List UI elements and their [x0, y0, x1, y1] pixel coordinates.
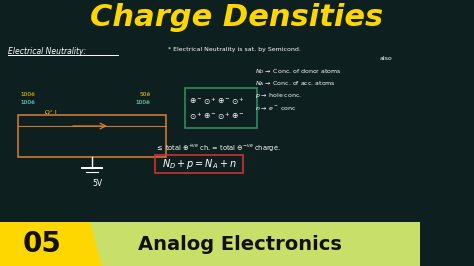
Text: Analog Electronics: Analog Electronics [138, 235, 342, 253]
Text: $n \rightarrow$ $e^-$ conc: $n \rightarrow$ $e^-$ conc [255, 104, 297, 112]
Text: $\oplus^-$: $\oplus^-$ [217, 96, 231, 106]
Text: $\odot^+$: $\odot^+$ [231, 95, 245, 107]
Text: Charge Densities: Charge Densities [91, 3, 383, 32]
Polygon shape [0, 222, 102, 266]
Bar [18, 115, 166, 157]
Text: 100ē: 100ē [20, 101, 35, 106]
Text: * Electrical Neutrality is sat. by Semicond.: * Electrical Neutrality is sat. by Semic… [168, 48, 301, 52]
Text: $N_A \rightarrow$ Conc. of acc. atoms: $N_A \rightarrow$ Conc. of acc. atoms [255, 80, 336, 89]
Text: 05: 05 [23, 230, 62, 258]
Text: $\leq$ total $\oplus^{+ve}$ ch. = total $\ominus^{-ve}$ charge.: $\leq$ total $\oplus^{+ve}$ ch. = total … [155, 142, 281, 154]
Text: 5V: 5V [92, 178, 102, 188]
Text: $\oplus^-$: $\oplus^-$ [231, 111, 245, 121]
Text: $N_D + p = N_A + n$: $N_D + p = N_A + n$ [162, 157, 237, 171]
Text: 100ē: 100ē [135, 101, 150, 106]
Text: Electrical Neutrality:: Electrical Neutrality: [8, 48, 86, 56]
Text: $N_D \rightarrow$ Conc. of donor atoms: $N_D \rightarrow$ Conc. of donor atoms [255, 68, 342, 76]
Bar [185, 88, 257, 128]
Text: $p \rightarrow$ hole conc.: $p \rightarrow$ hole conc. [255, 92, 302, 101]
Polygon shape [72, 222, 420, 266]
Text: $\odot^+$: $\odot^+$ [217, 110, 231, 122]
Bar [155, 155, 243, 173]
Text: also: also [380, 56, 393, 60]
Text: $\oplus^-$: $\oplus^-$ [189, 96, 203, 106]
Text: $\oplus^-$: $\oplus^-$ [203, 111, 217, 121]
Text: $\odot^+$: $\odot^+$ [189, 110, 203, 122]
Polygon shape [410, 222, 474, 266]
Text: 100ē: 100ē [20, 93, 35, 98]
Text: Ω° I: Ω° I [45, 110, 57, 114]
Text: 50ē: 50ē [140, 93, 151, 98]
Text: $\odot^+$: $\odot^+$ [203, 95, 217, 107]
